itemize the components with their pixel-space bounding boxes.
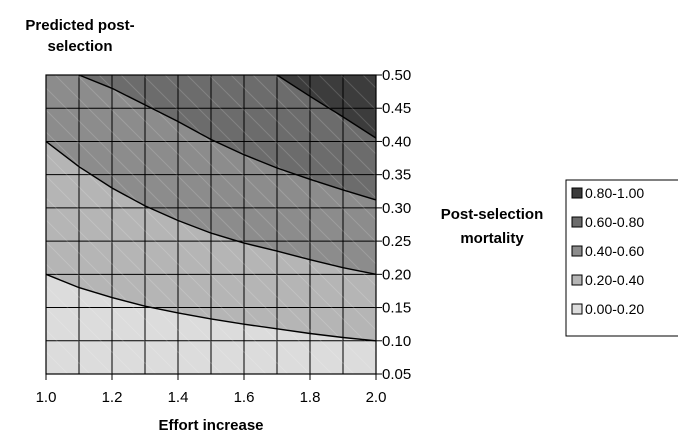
surface-hatch-line <box>45 351 69 375</box>
y-tick-label: 0.20 <box>382 266 411 283</box>
surface-hatch-line <box>164 74 377 287</box>
surface-hatch-line <box>45 109 311 375</box>
surface-hatch-line <box>76 74 377 375</box>
legend-swatch <box>571 216 583 228</box>
x-tick-label: 1.4 <box>168 389 189 406</box>
surface-hatch-line <box>45 307 113 375</box>
y-tick-label: 0.25 <box>382 233 411 250</box>
legend-swatch <box>571 274 583 286</box>
surface-hatch-line <box>98 74 377 353</box>
y-tick-label: 0.10 <box>382 333 411 350</box>
legend-label: 0.20-0.40 <box>585 272 644 288</box>
surface-hatch-line <box>45 285 135 375</box>
contour-line-0.8 <box>276 74 377 139</box>
surface-hatch-line <box>54 74 355 375</box>
legend-label: 0.40-0.60 <box>585 243 644 259</box>
legend-box <box>565 179 678 337</box>
surface-hatch-line <box>45 219 201 375</box>
legend-swatch <box>571 187 583 199</box>
contour-line-0.4 <box>45 140 377 275</box>
plot-area <box>45 74 377 375</box>
y-tick-label: 0.30 <box>382 200 411 217</box>
legend: 0.80-1.00 0.60-0.80 0.40-0.60 0.20-0.40 0.00… <box>565 179 678 337</box>
x-axis-label: Effort increase <box>158 417 263 434</box>
legend-swatch <box>571 245 583 257</box>
band-0.60-0.80 <box>79 75 376 200</box>
surface-hatch-line <box>45 175 245 375</box>
surface-hatch-line <box>45 131 289 375</box>
x-tick-label: 1.8 <box>300 389 321 406</box>
legend-label: 0.00-0.20 <box>585 301 644 317</box>
x-tick-label: 1.2 <box>102 389 123 406</box>
surface-hatch-line <box>142 74 377 309</box>
legend-label: 0.60-0.80 <box>585 214 644 230</box>
surface-hatch-line <box>208 74 377 243</box>
y-tick-label: 0.15 <box>382 300 411 317</box>
surface-hatch-line <box>340 74 377 111</box>
surface-hatch-line <box>252 74 377 199</box>
contour-line-0.2 <box>45 273 377 342</box>
chart-title-line-2: selection <box>47 38 112 55</box>
y-tick-label: 0.45 <box>382 100 411 117</box>
y-tick-label: 0.50 <box>382 67 411 84</box>
y-axis-label-line-1: Post-selection <box>441 206 544 223</box>
surface-hatch-line <box>45 241 179 375</box>
surface-hatch-line <box>230 74 377 221</box>
surface-hatch-line <box>45 197 223 375</box>
x-tick-label: 2.0 <box>366 389 387 406</box>
legend-label: 0.80-1.00 <box>585 185 644 201</box>
contour-line-0.6 <box>78 74 377 201</box>
y-tick-label: 0.35 <box>382 167 411 184</box>
surface-hatch-line <box>45 153 267 375</box>
legend-swatch <box>571 303 583 315</box>
y-tick-label: 0.40 <box>382 133 411 150</box>
surface-hatch-line <box>296 74 377 155</box>
x-tick-label: 1.0 <box>36 389 57 406</box>
surface-hatch-line <box>318 74 377 133</box>
surface-hatch-line <box>45 329 91 375</box>
surface-hatch-line <box>362 74 377 89</box>
y-axis-label-line-2: mortality <box>460 230 524 247</box>
surface-hatch-line <box>45 87 333 375</box>
x-axis-ticks: 1.0 1.2 1.4 1.6 1.8 2.0 <box>36 373 387 406</box>
x-tick-label: 1.6 <box>234 389 255 406</box>
surface-hatch-line <box>120 74 377 331</box>
y-tick-label: 0.05 <box>382 366 411 383</box>
chart-title-line-1: Predicted post- <box>25 17 134 34</box>
y-axis-ticks: 0.05 0.10 0.15 0.20 0.25 0.30 0.35 0.40 0.45 0.50 <box>375 67 411 383</box>
surface-hatch-line <box>274 74 377 177</box>
